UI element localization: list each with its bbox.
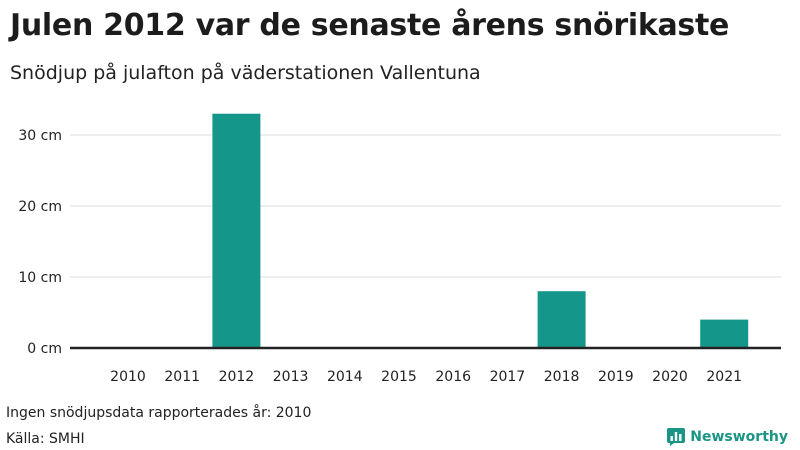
gridlines xyxy=(70,134,781,278)
y-tick-label: 0 cm xyxy=(27,341,62,357)
x-tick-label: 2018 xyxy=(544,369,580,385)
footnote: Ingen snödjupsdata rapporterades år: 201… xyxy=(6,405,312,421)
y-tick-label: 30 cm xyxy=(18,128,62,144)
brand-name: Newsworthy xyxy=(690,429,788,445)
x-tick-label: 2016 xyxy=(435,369,471,385)
newsworthy-logo-icon xyxy=(667,428,686,446)
source-note: Källa: SMHI xyxy=(6,431,85,447)
x-tick-label: 2017 xyxy=(490,369,526,385)
bar xyxy=(700,319,749,348)
chart-subtitle: Snödjup på julafton på väderstationen Va… xyxy=(10,62,481,84)
y-tick-label: 10 cm xyxy=(18,270,62,286)
x-tick-label: 2011 xyxy=(164,369,200,385)
x-tick-label: 2019 xyxy=(598,369,634,385)
x-tick-label: 2012 xyxy=(219,369,255,385)
bar-chart: 0 cm 10 cm 20 cm 30 cm 2010 2011 2012 2013 2014 2… xyxy=(18,113,781,385)
y-tick-label: 20 cm xyxy=(18,199,62,215)
bars xyxy=(212,113,749,348)
bar xyxy=(212,113,261,348)
bar xyxy=(537,291,586,348)
x-tick-label: 2020 xyxy=(652,369,688,385)
x-tick-label: 2015 xyxy=(381,369,417,385)
brand: Newsworthy xyxy=(667,428,788,446)
axes: 0 cm 10 cm 20 cm 30 cm 2010 2011 2012 2013 2014 2… xyxy=(18,128,781,385)
x-tick-label: 2014 xyxy=(327,369,363,385)
x-tick-label: 2021 xyxy=(706,369,742,385)
chart-title: Julen 2012 var de senaste årens snörikas… xyxy=(10,8,730,43)
x-tick-label: 2010 xyxy=(110,369,146,385)
x-tick-label: 2013 xyxy=(273,369,309,385)
